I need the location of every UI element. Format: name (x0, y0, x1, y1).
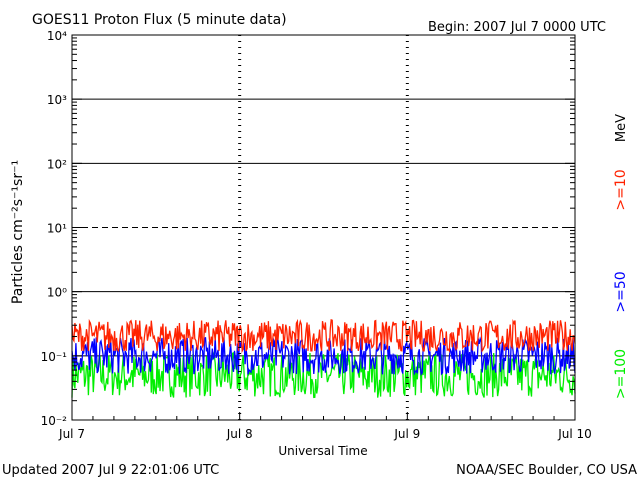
x-axis-label: Universal Time (278, 444, 367, 458)
y-tick-label: 10³ (47, 93, 67, 107)
series-line-10 (71, 318, 576, 354)
updated-timestamp: Updated 2007 Jul 9 22:01:06 UTC (2, 463, 219, 478)
y-tick-label: 10⁻² (41, 414, 68, 428)
x-tick-label: Jul 9 (393, 427, 420, 441)
begin-label: Begin: 2007 Jul 7 0000 UTC (428, 20, 606, 35)
y-tick-label: 10⁴ (47, 29, 67, 43)
threshold-lines (72, 98, 575, 357)
x-axis-ticks: Jul 7 Jul 8 Jul 9 Jul 10 (58, 412, 592, 441)
chart-title: GOES11 Proton Flux (5 minute data) (32, 12, 287, 28)
y-tick-label: 10⁰ (47, 286, 67, 300)
y-axis-ticks: 10⁻² 10⁻¹ 10⁰ 10¹ 10² 10³ 10⁴ (41, 29, 575, 428)
series-line-50 (71, 336, 576, 376)
source-credit: NOAA/SEC Boulder, CO USA (456, 463, 637, 478)
y-tick-label: 10⁻¹ (41, 350, 68, 364)
x-tick-label: Jul 7 (58, 427, 85, 441)
day-dividers (238, 35, 409, 420)
legend-entry-100: >=100 (613, 349, 629, 399)
y-tick-label: 10² (47, 157, 67, 171)
y-axis-label: Particles cm⁻²s⁻¹sr⁻¹ (10, 160, 26, 304)
legend: MeV >=10 >=50 >=100 (613, 114, 629, 399)
legend-entry-10: >=10 (613, 169, 629, 210)
y-tick-label: 10¹ (47, 222, 67, 236)
plot-frame (71, 34, 576, 421)
legend-unit-label: MeV (614, 114, 629, 142)
x-tick-label: Jul 8 (226, 427, 253, 441)
x-tick-label: Jul 10 (557, 427, 592, 441)
flux-series (71, 318, 576, 399)
legend-entry-50: >=50 (613, 271, 629, 312)
